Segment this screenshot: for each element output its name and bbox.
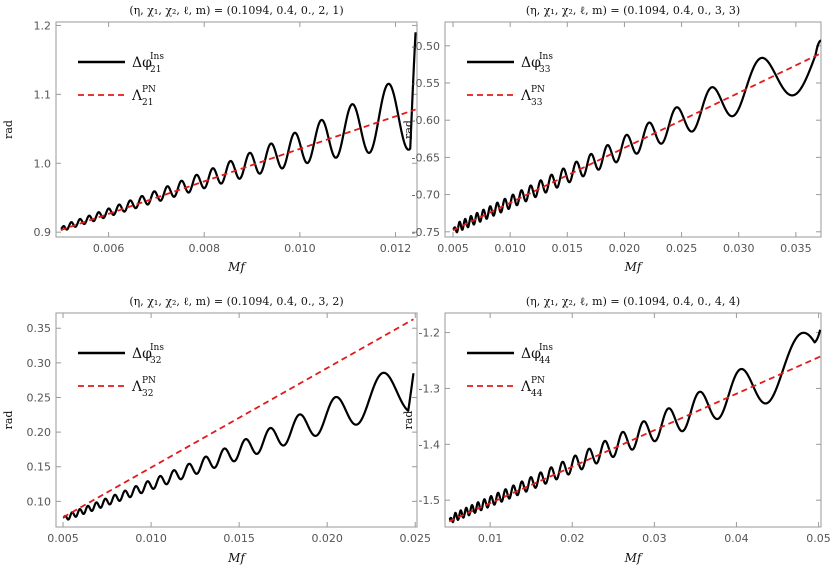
x-tick-label: 0.05 xyxy=(806,532,830,545)
y-tick-label: -0.75 xyxy=(412,226,440,239)
y-tick-label: -0.55 xyxy=(412,77,440,90)
y-tick-label: 0.9 xyxy=(34,226,52,239)
series-line-ins xyxy=(62,371,415,521)
plot-frame xyxy=(444,21,822,238)
x-tick-label: 0.008 xyxy=(188,242,220,255)
plot-area xyxy=(59,32,417,231)
x-tick-label: 0.005 xyxy=(437,242,469,255)
chart-title: (η, χ₁, χ₂, ℓ, m) = (0.1094, 0.4, 0., 3,… xyxy=(526,4,740,17)
x-tick-label: 0.015 xyxy=(552,242,584,255)
x-tick-label: 0.012 xyxy=(380,242,412,255)
legend-label: ΛPN xyxy=(131,85,156,104)
plot-frame xyxy=(55,312,418,528)
y-tick-label: 1.2 xyxy=(34,19,52,32)
x-tick-label: 0.04 xyxy=(724,532,749,545)
y-tick-label: 0.35 xyxy=(27,322,52,335)
x-tick-label: 0.005 xyxy=(47,532,79,545)
legend-subscript: 21 xyxy=(150,65,161,75)
legend-subscript: 33 xyxy=(531,98,543,108)
y-tick-label: -0.60 xyxy=(412,114,440,127)
y-tick-label: -0.50 xyxy=(412,40,440,53)
legend-subscript: 33 xyxy=(539,65,551,75)
plot-area xyxy=(62,318,415,521)
y-tick-label: -1.4 xyxy=(419,438,440,451)
x-axis-label: Mf xyxy=(624,260,644,274)
x-tick-label: 0.020 xyxy=(609,242,641,255)
series-line-pn xyxy=(452,52,821,232)
x-axis-label: Mf xyxy=(227,551,247,565)
x-tick-label: 0.035 xyxy=(780,242,812,255)
chart-panel-3: (η, χ₁, χ₂, ℓ, m) = (0.1094, 0.4, 0., 3,… xyxy=(2,295,431,565)
legend-subscript: 44 xyxy=(539,356,551,366)
series-line-ins xyxy=(448,329,821,524)
legend-label: ΔφIns xyxy=(132,52,164,71)
y-tick-label: -1.5 xyxy=(419,494,440,507)
y-tick-label: -1.2 xyxy=(419,327,440,340)
series-line-ins xyxy=(59,32,417,231)
y-tick-label: 0.25 xyxy=(27,391,52,404)
legend-label: ΛPN xyxy=(520,376,545,395)
x-tick-label: 0.02 xyxy=(560,532,585,545)
x-tick-label: 0.025 xyxy=(666,242,698,255)
x-tick-label: 0.030 xyxy=(723,242,755,255)
legend-label: ΛPN xyxy=(520,85,545,104)
y-tick-label: -0.70 xyxy=(412,189,440,202)
legend-label: ΔφIns xyxy=(521,52,553,71)
plot-frame xyxy=(444,312,822,528)
x-tick-label: 0.03 xyxy=(642,532,667,545)
y-axis-label: rad xyxy=(402,120,415,139)
y-axis-label: rad xyxy=(2,411,15,430)
series-line-pn xyxy=(60,108,416,231)
legend-subscript: 21 xyxy=(142,98,153,108)
x-tick-label: 0.010 xyxy=(135,532,167,545)
y-tick-label: 0.20 xyxy=(27,426,52,439)
x-tick-label: 0.01 xyxy=(478,532,503,545)
legend-label: ΔφIns xyxy=(521,343,553,362)
x-tick-label: 0.010 xyxy=(494,242,526,255)
legend-subscript: 44 xyxy=(531,389,543,399)
x-tick-label: 0.010 xyxy=(284,242,316,255)
y-tick-label: 0.10 xyxy=(27,495,52,508)
legend-subscript: 32 xyxy=(142,389,153,399)
series-line-pn xyxy=(62,318,414,519)
y-axis-label: rad xyxy=(402,411,415,430)
legend-subscript: 32 xyxy=(150,356,161,366)
series-line-pn xyxy=(448,355,821,523)
plot-frame xyxy=(55,21,418,238)
chart-title: (η, χ₁, χ₂, ℓ, m) = (0.1094, 0.4, 0., 2,… xyxy=(129,4,343,17)
plot-area xyxy=(448,329,821,524)
x-tick-label: 0.015 xyxy=(223,532,255,545)
chart-title: (η, χ₁, χ₂, ℓ, m) = (0.1094, 0.4, 0., 4,… xyxy=(526,295,740,308)
series-line-ins xyxy=(452,39,821,234)
y-tick-label: 0.30 xyxy=(27,357,52,370)
legend-label: ΔφIns xyxy=(132,343,164,362)
x-axis-label: Mf xyxy=(227,260,247,274)
chart-panel-2: (η, χ₁, χ₂, ℓ, m) = (0.1094, 0.4, 0., 3,… xyxy=(402,4,822,274)
x-tick-label: 0.020 xyxy=(311,532,343,545)
x-tick-label: 0.025 xyxy=(399,532,431,545)
plot-area xyxy=(452,39,821,234)
x-axis-label: Mf xyxy=(624,551,644,565)
y-axis-label: rad xyxy=(2,120,15,139)
y-tick-label: 1.0 xyxy=(34,157,52,170)
y-tick-label: 1.1 xyxy=(34,88,52,101)
x-tick-label: 0.006 xyxy=(93,242,125,255)
chart-panel-4: (η, χ₁, χ₂, ℓ, m) = (0.1094, 0.4, 0., 4,… xyxy=(402,295,830,565)
chart-panel-1: (η, χ₁, χ₂, ℓ, m) = (0.1094, 0.4, 0., 2,… xyxy=(2,4,418,274)
y-tick-label: 0.15 xyxy=(27,461,52,474)
y-tick-label: -1.3 xyxy=(419,382,440,395)
chart-title: (η, χ₁, χ₂, ℓ, m) = (0.1094, 0.4, 0., 3,… xyxy=(129,295,343,308)
legend-label: ΛPN xyxy=(131,376,156,395)
y-tick-label: -0.65 xyxy=(412,151,440,164)
